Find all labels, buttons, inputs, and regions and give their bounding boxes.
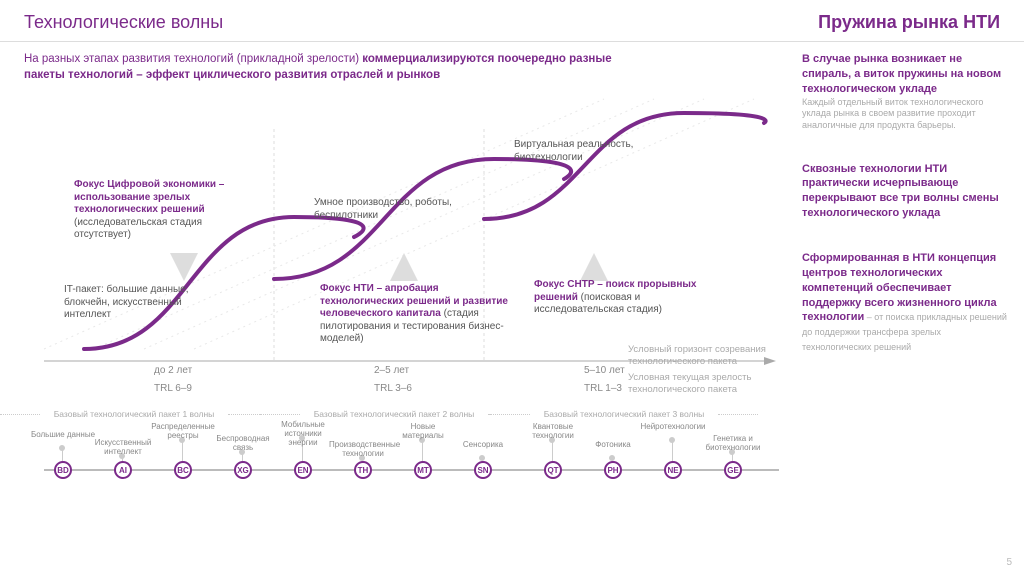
- tl-dot-ph: PH: [604, 461, 622, 479]
- annotation-digital: Фокус Цифровой экономики – использование…: [74, 179, 244, 242]
- side2-bold: Сквозные технологии НТИ практически исче…: [802, 163, 999, 220]
- tl-section: Базовый технологический пакет 1 волны: [44, 409, 224, 419]
- tl-label: Распределенные реестры: [149, 423, 217, 441]
- tl-label: Нейротехнологии: [639, 423, 707, 432]
- tl-dot-xg: XG: [234, 461, 252, 479]
- tl-dot-bc: BC: [174, 461, 192, 479]
- tl-label: Мобильные источники энергии: [269, 421, 337, 447]
- tl-section: Базовый технологический пакет 3 волны: [534, 409, 714, 419]
- tl-label: Квантовые технологии: [519, 423, 587, 441]
- axis-caption-bottom: Условная текущая зрелость технологическо…: [628, 372, 788, 395]
- time-label: 2–5 лет: [374, 365, 409, 376]
- tl-dot-sn: SN: [474, 461, 492, 479]
- tl-dot-mt: MT: [414, 461, 432, 479]
- tl-dot-qt: QT: [544, 461, 562, 479]
- trl-label: TRL 6–9: [154, 383, 192, 394]
- trl-label: TRL 3–6: [374, 383, 412, 394]
- side1-note: Каждый отдельный виток технологического …: [802, 97, 1008, 132]
- header: Технологические волны Пружина рынка НТИ: [0, 0, 1024, 42]
- chart: Фокус Цифровой экономики – использование…: [24, 89, 784, 399]
- tl-dot-en: EN: [294, 461, 312, 479]
- side1-bold: В случае рынка возникает не спираль, а в…: [802, 53, 1001, 95]
- annotation-smart: Умное производство, роботы, беспилотники: [314, 197, 464, 222]
- tl-dot-ne: NE: [664, 461, 682, 479]
- tl-dot-th: TH: [354, 461, 372, 479]
- annotation-sntr: Фокус СНТР – поиск прорывных решений (по…: [534, 279, 714, 317]
- axis-caption-top: Условный горизонт созревания технологиче…: [628, 344, 788, 367]
- side-block-2: Сквозные технологии НТИ практически исче…: [802, 162, 1008, 221]
- annotation-nti: Фокус НТИ – апробация технологических ре…: [320, 283, 510, 346]
- page-number: 5: [1006, 557, 1012, 568]
- side-block-1: В случае рынка возникает не спираль, а в…: [802, 52, 1008, 132]
- tl-dot-bd: BD: [54, 461, 72, 479]
- tl-label: Большие данные: [29, 431, 97, 440]
- tl-label: Новые материалы: [389, 423, 457, 441]
- tl-section: Базовый технологический пакет 2 волны: [304, 409, 484, 419]
- intro-text: На разных этапах развития технологий (пр…: [24, 52, 644, 83]
- title-left: Технологические волны: [24, 12, 223, 33]
- time-label: до 2 лет: [154, 365, 192, 376]
- tl-label: Производственные технологии: [329, 441, 397, 459]
- side-block-3: Сформированная в НТИ концепция центров т…: [802, 251, 1008, 355]
- tl-label: Беспроводная связь: [209, 435, 277, 453]
- annotation-vr: Виртуальная реальность, биотехнологии: [514, 139, 644, 164]
- main-area: На разных этапах развития технологий (пр…: [24, 52, 784, 495]
- tl-label: Сенсорика: [449, 441, 517, 450]
- title-right: Пружина рынка НТИ: [818, 12, 1000, 33]
- intro-pre: На разных этапах развития технологий (пр…: [24, 53, 362, 65]
- sidebar: В случае рынка возникает не спираль, а в…: [802, 52, 1008, 495]
- tl-dot-ge: GE: [724, 461, 742, 479]
- tl-label: Генетика и биотехнологии: [699, 435, 767, 453]
- tl-label: Искусственный интеллект: [89, 439, 157, 457]
- tl-dot-ai: AI: [114, 461, 132, 479]
- time-label: 5–10 лет: [584, 365, 625, 376]
- timeline: Базовый технологический пакет 1 волны Баз…: [24, 409, 784, 495]
- trl-label: TRL 1–3: [584, 383, 622, 394]
- annotation-it: IT-пакет: большие данные, блокчейн, иску…: [64, 284, 224, 322]
- tl-label: Фотоника: [579, 441, 647, 450]
